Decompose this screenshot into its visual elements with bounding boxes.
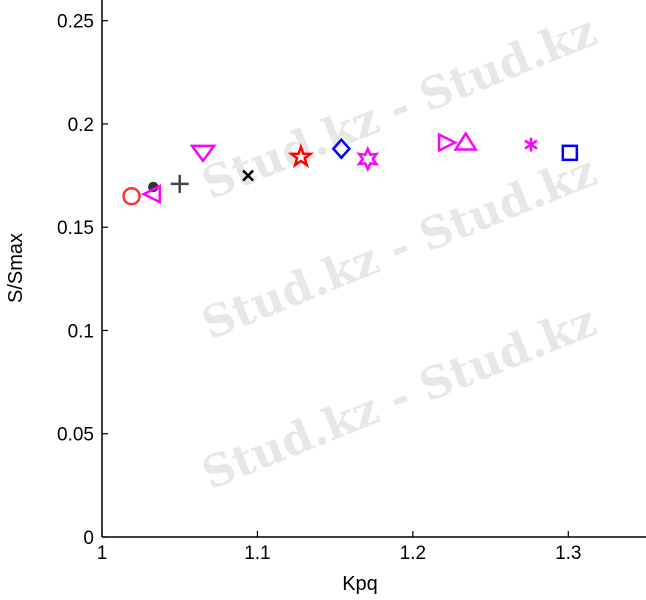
y-tick-label: 0.15 [57,218,94,239]
data-point-plus [170,174,189,193]
data-point-pentagram [287,143,315,169]
data-point-triangle-right [437,132,458,153]
y-tick-label: 0.2 [68,115,94,136]
y-tick-label: 0.1 [68,321,94,342]
data-point-triangle-down [189,144,217,163]
x-tick-label: 1.2 [400,543,426,564]
watermark: Stud.kz - Stud.kz Stud.kz - Stud.kz Stud… [195,6,604,501]
data-point-asterisk [524,137,538,152]
y-tick-label: 0.05 [57,425,94,446]
data-point-x [242,169,254,182]
data-point-square [561,144,579,162]
x-axis-label: Kpq [342,573,378,595]
x-tick-label: 1.3 [555,543,581,564]
data-point-circle [122,186,141,206]
x-tick-label: 1.1 [244,543,270,564]
data-point-triangle-left [140,184,161,205]
y-tick-label: 0 [83,528,94,549]
y-axis-label: S/Smax [5,233,27,303]
data-point-hexagram [356,145,380,173]
y-tick-label: 0.25 [57,12,94,33]
x-tick-label: 1 [97,543,108,564]
data-point-diamond [331,137,352,160]
data-point-triangle-up [453,131,478,151]
